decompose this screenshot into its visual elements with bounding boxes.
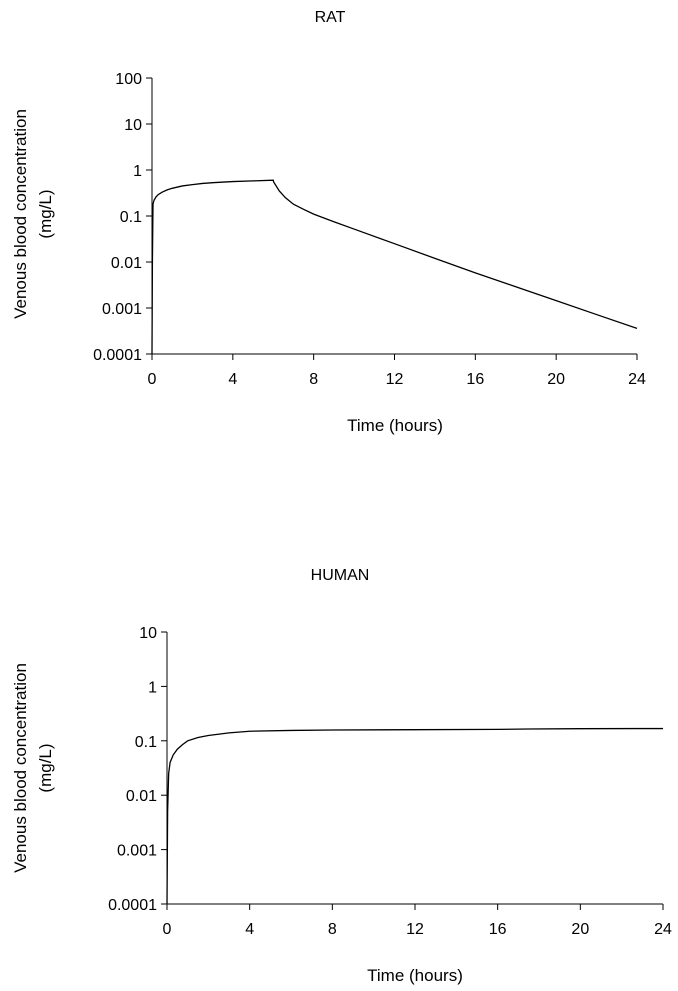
human-x-tick-label: 8: [328, 921, 337, 938]
human-y-tick-label: 0.1: [135, 734, 157, 751]
rat-y-tick-label: 0.001: [102, 301, 142, 318]
rat-y-tick-label: 0.0001: [93, 347, 142, 364]
rat-chart-title: RAT: [315, 9, 346, 26]
rat-chart: RAT Venous blood concentration (mg/L) Ti…: [11, 9, 646, 435]
rat-y-tick-label: 10: [124, 117, 142, 134]
rat-y-tick-label: 100: [115, 71, 142, 88]
rat-x-axis-label: Time (hours): [347, 416, 443, 435]
rat-x-tick-label: 4: [228, 371, 237, 388]
human-y-axis-label-line1: Venous blood concentration: [11, 663, 30, 873]
rat-x-tick-label: 8: [309, 371, 318, 388]
human-x-tick-label: 0: [163, 921, 172, 938]
human-x-tick-label: 20: [571, 921, 589, 938]
human-y-tick-label: 0.01: [126, 788, 157, 805]
human-y-tick-label: 10: [139, 625, 157, 642]
rat-x-tick-label: 20: [547, 371, 565, 388]
human-y-ticks: 0.0001 0.001 0.01 0.1 1 10: [108, 625, 167, 914]
human-y-tick-label: 0.0001: [108, 897, 157, 914]
human-x-axis-label: Time (hours): [367, 966, 463, 985]
rat-y-ticks: 0.0001 0.001 0.01 0.1 1 10 100: [93, 71, 152, 364]
human-x-ticks: 0 4 8 12 16 20 24: [163, 904, 672, 938]
human-x-tick-label: 12: [406, 921, 424, 938]
human-x-tick-label: 16: [489, 921, 507, 938]
human-y-axis-label-line2: (mg/L): [36, 743, 55, 792]
rat-x-tick-label: 0: [148, 371, 157, 388]
human-x-tick-label: 4: [245, 921, 254, 938]
rat-x-tick-label: 12: [386, 371, 404, 388]
rat-y-axis-label-line1: Venous blood concentration: [11, 109, 30, 319]
rat-x-ticks: 0 4 8 12 16 20 24: [148, 354, 646, 388]
human-chart: HUMAN Venous blood concentration (mg/L) …: [11, 567, 672, 985]
rat-y-tick-label: 0.1: [120, 209, 142, 226]
rat-x-tick-label: 24: [628, 371, 646, 388]
rat-y-tick-label: 0.01: [111, 255, 142, 272]
human-series-line: [166, 727, 664, 905]
rat-y-tick-label: 1: [133, 163, 142, 180]
rat-y-axis-label-line2: (mg/L): [36, 189, 55, 238]
rat-series-line: [151, 179, 638, 355]
human-chart-title: HUMAN: [311, 567, 370, 584]
human-y-tick-label: 0.001: [117, 843, 157, 860]
human-x-tick-label: 24: [654, 921, 672, 938]
human-y-tick-label: 1: [148, 679, 157, 696]
rat-x-tick-label: 16: [466, 371, 484, 388]
